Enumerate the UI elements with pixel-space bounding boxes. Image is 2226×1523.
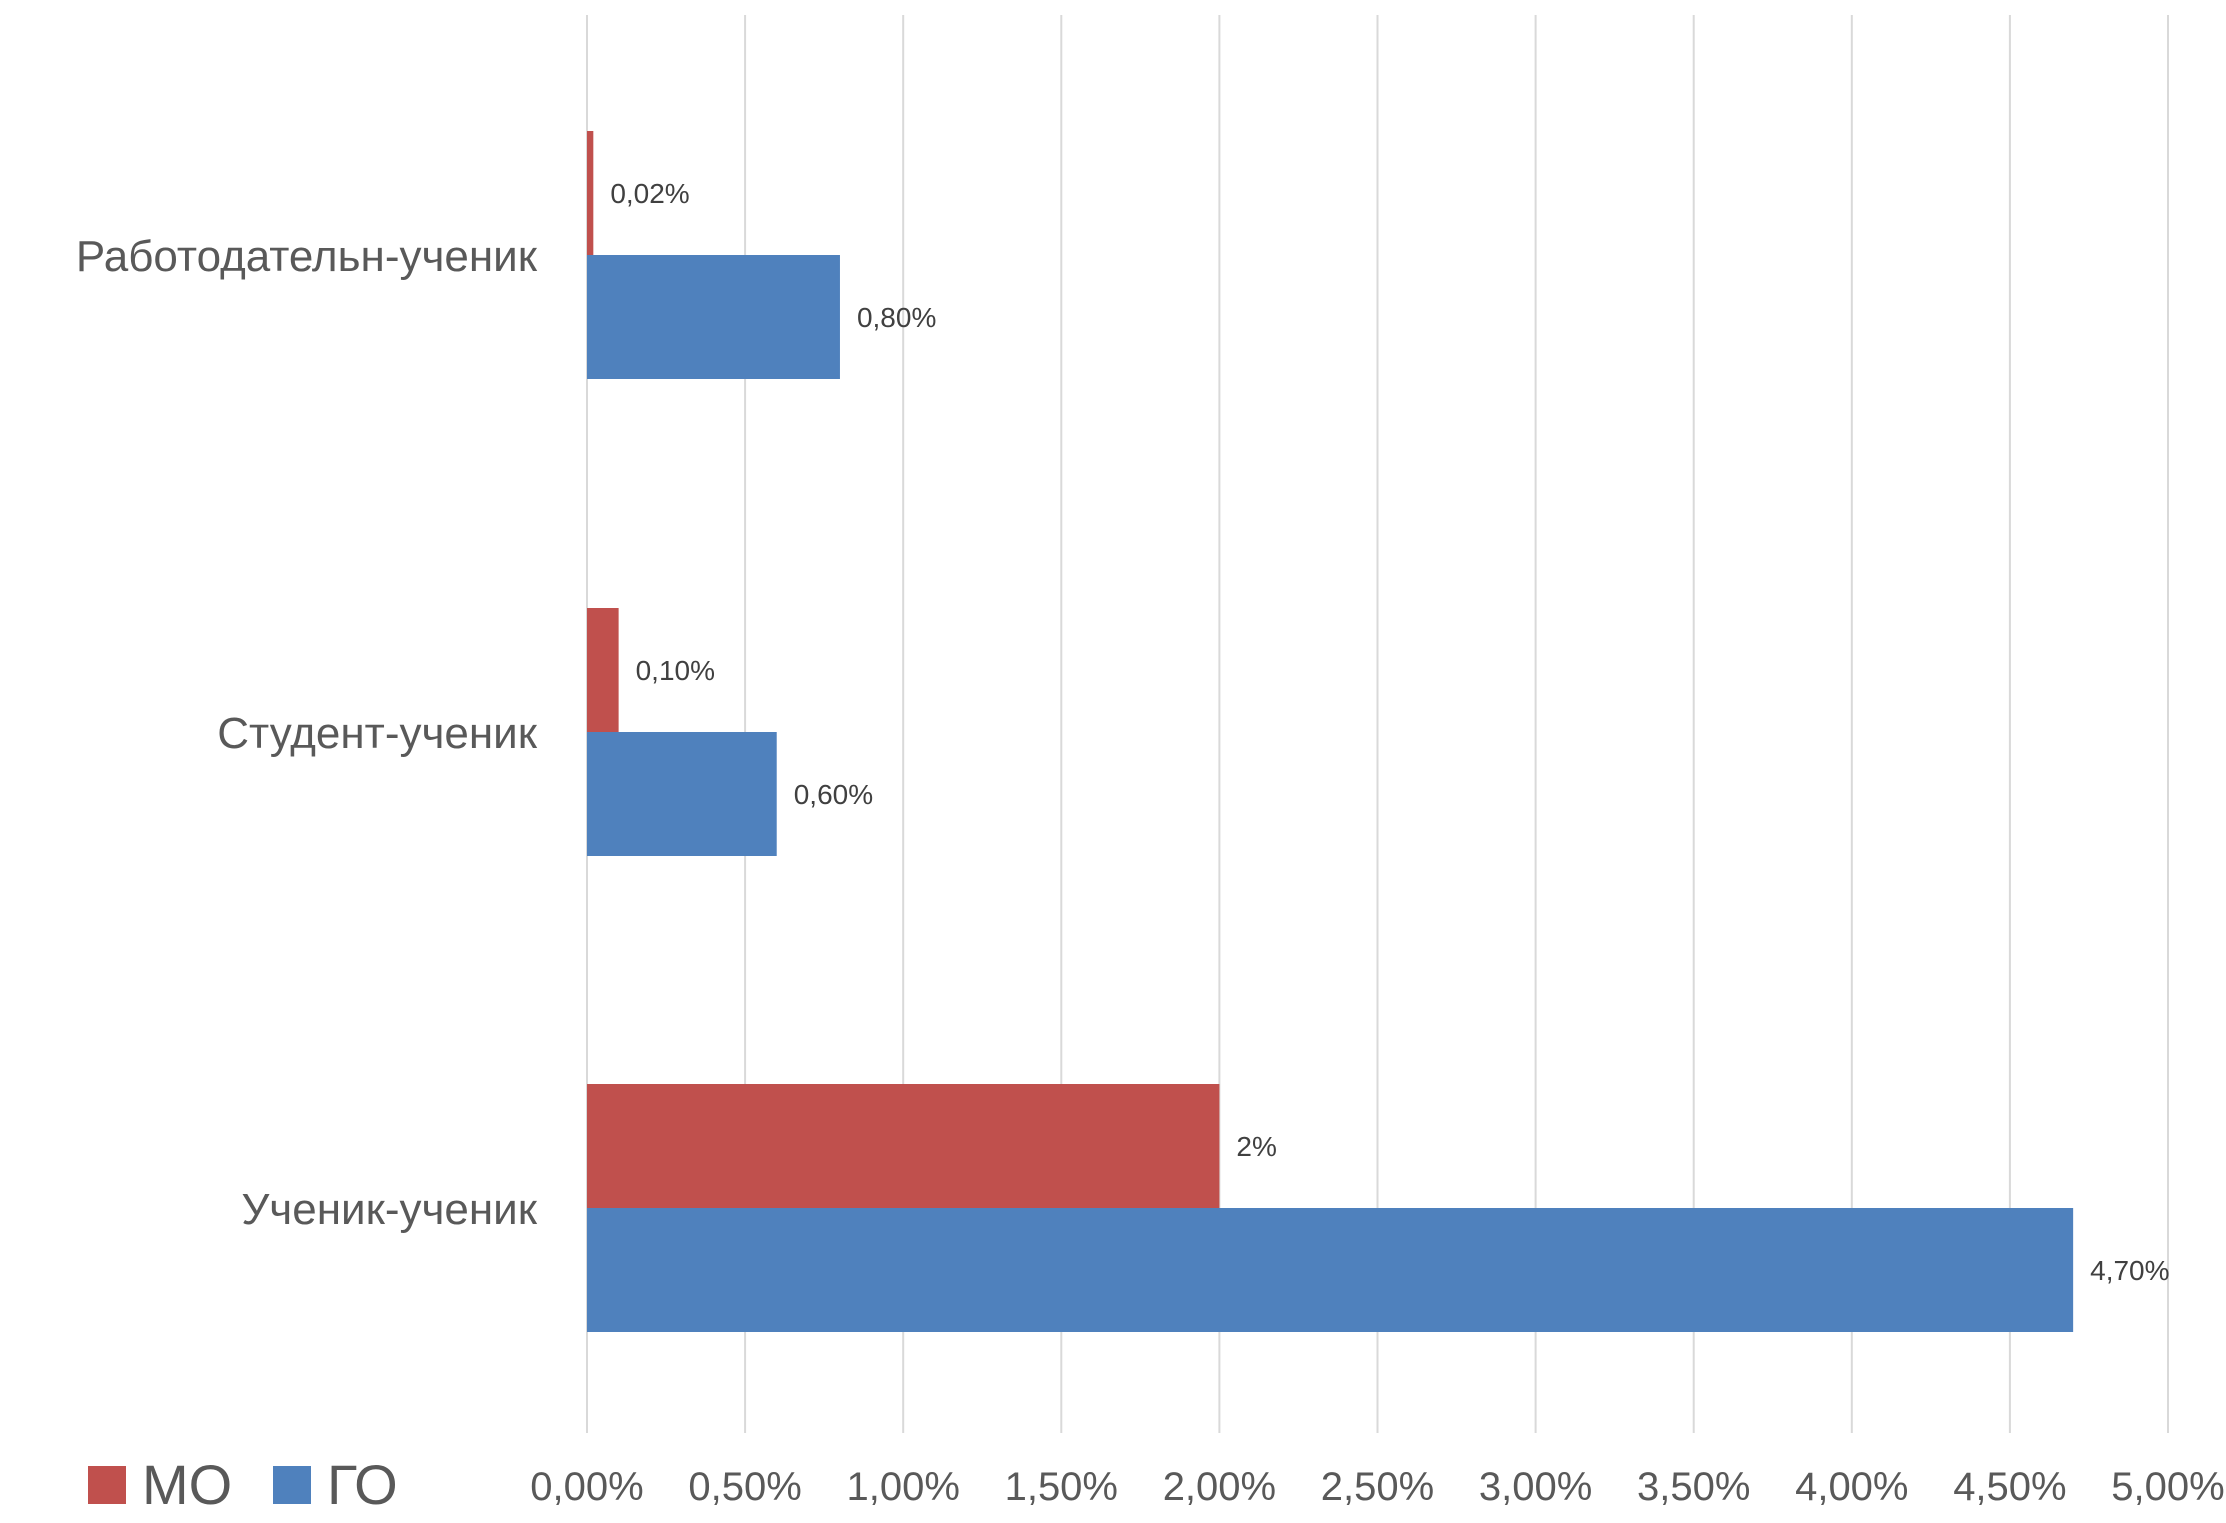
x-tick-label: 4,50% bbox=[1953, 1465, 2066, 1509]
category-label: Ученик-ученик bbox=[241, 1185, 537, 1234]
data-labels: 0,02% 0,80% 0,10% 0,60% 2% 4,70% bbox=[610, 178, 2169, 1286]
bars bbox=[587, 131, 2074, 1332]
x-tick-label: 1,50% bbox=[1005, 1465, 1118, 1509]
gridlines bbox=[586, 15, 2169, 1433]
legend-label: ГО bbox=[327, 1453, 398, 1516]
x-tick-label: 4,00% bbox=[1795, 1465, 1908, 1509]
data-label: 4,70% bbox=[2090, 1255, 2169, 1286]
data-label: 0,10% bbox=[636, 655, 715, 686]
x-tick-label: 1,00% bbox=[846, 1465, 959, 1509]
data-label: 0,80% bbox=[857, 302, 936, 333]
x-tick-label: 0,50% bbox=[688, 1465, 801, 1509]
legend: МО ГО bbox=[88, 1453, 398, 1516]
legend-label: МО bbox=[142, 1453, 232, 1516]
data-label: 2% bbox=[1236, 1131, 1276, 1162]
category-labels: Работодательн-ученик Студент-ученик Ученик… bbox=[76, 232, 538, 1234]
bar-МО-1 bbox=[587, 608, 619, 732]
bar-МО-2 bbox=[587, 1084, 1220, 1208]
bar-ГО-0 bbox=[587, 255, 840, 379]
category-label: Студент-ученик bbox=[217, 709, 537, 758]
category-label: Работодательн-ученик bbox=[76, 232, 538, 281]
x-tick-label: 3,00% bbox=[1479, 1465, 1592, 1509]
legend-swatch-ГО bbox=[273, 1466, 311, 1504]
bar-МО-0 bbox=[587, 131, 594, 255]
x-tick-label: 2,00% bbox=[1163, 1465, 1276, 1509]
x-tick-label: 5,00% bbox=[2111, 1465, 2224, 1509]
x-tick-label: 0,00% bbox=[530, 1465, 643, 1509]
x-axis-tick-labels: 0,00% 0,50% 1,00% 1,50% 2,00% 2,50% 3,00% 3,50%… bbox=[530, 1465, 2224, 1509]
bar-ГО-2 bbox=[587, 1208, 2074, 1332]
data-label: 0,02% bbox=[610, 178, 689, 209]
data-label: 0,60% bbox=[794, 779, 873, 810]
legend-swatch-МО bbox=[88, 1466, 126, 1504]
x-tick-label: 3,50% bbox=[1637, 1465, 1750, 1509]
x-tick-label: 2,50% bbox=[1321, 1465, 1434, 1509]
bar-ГО-1 bbox=[587, 732, 777, 856]
